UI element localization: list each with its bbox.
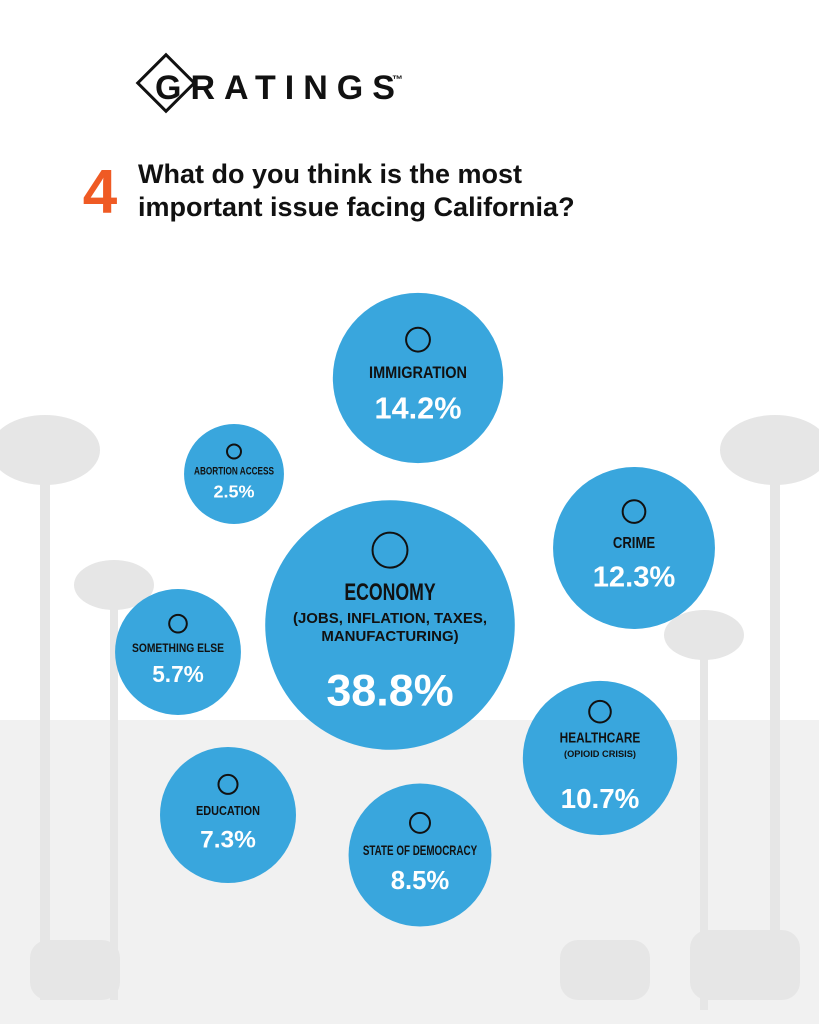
- category-label: HEALTHCARE: [560, 731, 641, 747]
- icon: [405, 326, 431, 353]
- value-label: 7.3%: [200, 826, 256, 853]
- bubble: [522, 680, 678, 836]
- value-label: 14.2%: [375, 391, 462, 425]
- value-label: 8.5%: [391, 867, 450, 895]
- category-label: ABORTION ACCESS: [194, 465, 274, 477]
- bubble-group: EDUCATION 7.3%: [160, 747, 296, 883]
- category-note: (JOBS, INFLATION, TAXES, MANUFACTURING): [292, 610, 487, 645]
- icon: [588, 699, 612, 724]
- chart-title: What do you think is the most important …: [138, 159, 575, 222]
- value-label: 12.3%: [593, 561, 676, 593]
- category-note: (OPIOID CRISIS): [564, 748, 636, 759]
- background-scene: [0, 415, 819, 1024]
- logo: GRATINGS ™: [135, 52, 404, 114]
- bubble-group: CRIME 12.3%: [553, 467, 715, 629]
- bubble-group: IMMIGRATION 14.2%: [332, 292, 504, 464]
- bubble-group: STATE OF DEMOCRACY 8.5%: [348, 783, 492, 927]
- note-box: (OPIOID CRISIS): [564, 748, 636, 759]
- category-label: ECONOMY: [344, 580, 435, 606]
- category-label: SOMETHING ELSE: [132, 641, 224, 655]
- bubble-group: ABORTION ACCESS 2.5%: [184, 424, 284, 524]
- brand-mark: ™: [392, 74, 403, 86]
- category-label: CRIME: [613, 535, 655, 552]
- brand: GRATINGS: [155, 69, 404, 107]
- icon: [621, 499, 647, 524]
- bubble-group: SOMETHING ELSE 5.7%: [115, 589, 241, 715]
- icon: [371, 531, 409, 569]
- bubble: [115, 589, 241, 715]
- category-label: IMMIGRATION: [369, 364, 467, 382]
- value-label: 38.8%: [326, 664, 453, 715]
- value-label: 5.7%: [152, 661, 204, 687]
- category-label: EDUCATION: [196, 803, 260, 818]
- bubble: [265, 500, 515, 750]
- value-label: 2.5%: [214, 482, 255, 502]
- title-box: What do you think is the most important …: [138, 159, 575, 222]
- bubble-group: HEALTHCARE(OPIOID CRISIS) 10.7%: [522, 680, 678, 836]
- bubble: [553, 467, 715, 629]
- icon: [168, 613, 188, 634]
- icon: [217, 773, 239, 795]
- bubble-group: ECONOMY (JOBS, INFLATION, TAXES, MANUFACT…: [265, 500, 515, 750]
- bubble: [348, 783, 492, 927]
- category-label: STATE OF DEMOCRACY: [363, 843, 477, 858]
- bubble: [184, 424, 284, 524]
- note-box: (JOBS, INFLATION, TAXES, MANUFACTURING): [292, 610, 487, 645]
- bubble: [160, 747, 296, 883]
- question-number: 4: [83, 157, 118, 226]
- value-label: 10.7%: [561, 783, 640, 814]
- icon: [408, 811, 432, 834]
- bubble: [332, 292, 504, 464]
- icon: [226, 443, 242, 460]
